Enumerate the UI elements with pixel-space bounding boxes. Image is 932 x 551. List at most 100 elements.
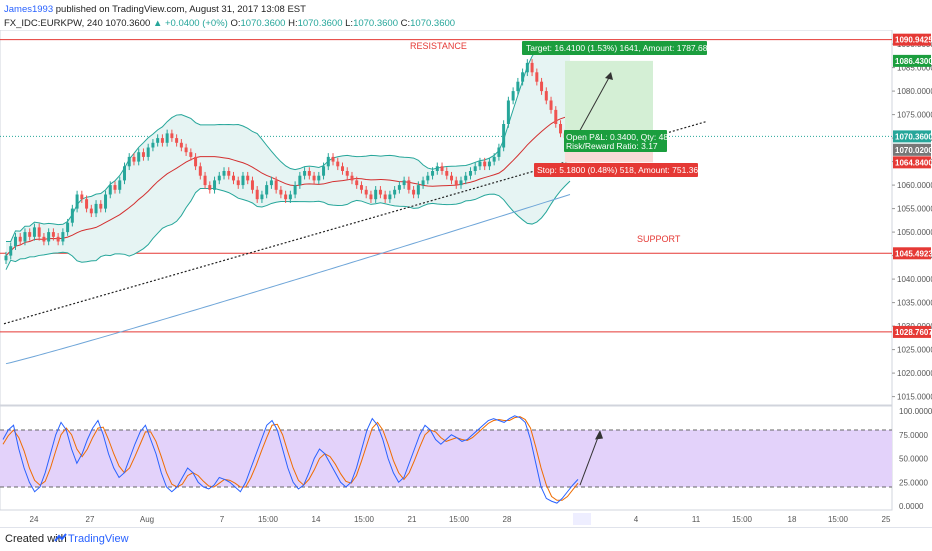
candle-body — [521, 72, 525, 82]
candle-body — [61, 232, 65, 242]
stop-box — [534, 163, 698, 177]
candle-body — [127, 156, 131, 167]
price-tick-label: 1040.0000 — [897, 275, 932, 284]
candle-body — [194, 156, 198, 167]
candle-body — [94, 203, 98, 214]
candle-body — [345, 171, 349, 176]
chart-canvas[interactable]: 1015.00001020.00001025.00001030.00001035… — [0, 30, 932, 527]
candle-body — [288, 194, 292, 200]
candle-body — [217, 175, 221, 181]
created-with-text: Created with — [5, 533, 67, 545]
candle-body — [393, 189, 397, 195]
candle-body — [165, 133, 169, 143]
candle-body — [341, 166, 345, 171]
stop-box-text: Stop: 5.1800 (0.48%) 518, Amount: 751.36 — [537, 165, 698, 175]
price-tick-label: 1075.0000 — [897, 111, 932, 120]
stop-price-tag: 1064.8400 — [895, 158, 932, 167]
symbol-name[interactable]: FX_IDC:EURKPW, 240 — [4, 18, 103, 29]
candle-body — [89, 208, 93, 214]
projection-arrow-head — [605, 72, 613, 80]
candle-body — [506, 100, 510, 124]
publish-text: published on TradingView.com, August 31,… — [55, 4, 306, 15]
close-value: 1070.3600 — [410, 18, 456, 29]
candle-body — [445, 171, 449, 176]
resistance-price-tag-bg — [893, 33, 931, 46]
target-box-text: Target: 16.4100 (1.53%) 1641, Amount: 17… — [526, 43, 708, 53]
candle-body — [426, 175, 430, 181]
candle-body — [350, 175, 354, 181]
candle-body — [4, 255, 8, 261]
candle-body — [440, 166, 444, 171]
time-tick-label: 15:00 — [828, 515, 849, 524]
time-tick-label: 11 — [692, 515, 701, 524]
time-tick-label: 15:00 — [732, 515, 753, 524]
candle-body — [435, 166, 439, 171]
time-cursor-bg — [573, 513, 591, 525]
candle-body — [255, 189, 259, 200]
lower-level-price-tag: 1028.7607 — [895, 328, 932, 337]
high-label: H: — [288, 18, 298, 29]
tradingview-logo-icon — [54, 533, 67, 542]
tradingview-brand[interactable]: TradingView — [68, 533, 129, 545]
bollinger-basis-line — [5, 115, 571, 256]
candle-body — [18, 236, 22, 242]
candle-body — [383, 194, 387, 200]
last-price: 1070.3600 — [105, 18, 151, 29]
price-tick-label: 1055.0000 — [897, 205, 932, 214]
candle-body — [37, 227, 41, 237]
risk-reward-text: Risk/Reward Ratio: 3.17 — [566, 141, 658, 151]
target-box — [522, 41, 707, 55]
author-link[interactable]: James1993 — [4, 4, 54, 15]
candle-body — [42, 236, 46, 242]
lower-level-price-tag-bg — [893, 325, 931, 338]
candle-body — [483, 161, 487, 167]
candle-body — [170, 133, 174, 139]
rsi-tick-label: 100.0000 — [899, 407, 932, 416]
candle-body — [85, 199, 89, 209]
bollinger-lower-band — [5, 180, 571, 270]
candle-body — [322, 166, 326, 176]
candle-body — [274, 180, 278, 190]
candle-body — [544, 91, 548, 101]
candle-body — [132, 156, 136, 162]
candle-body — [208, 185, 212, 190]
rsi-arrow-head — [595, 430, 603, 440]
candle-body — [359, 185, 363, 190]
time-tick-label: 25 — [882, 515, 891, 524]
candle-body — [265, 185, 269, 195]
candle-body — [222, 171, 226, 176]
resistance-label: RESISTANCE — [410, 41, 467, 51]
candle-body — [559, 124, 563, 134]
candle-body — [378, 189, 382, 195]
candle-body — [51, 232, 55, 237]
chart-header: James1993 published on TradingView.com, … — [0, 0, 932, 30]
candle-body — [141, 152, 145, 157]
candle-body — [104, 194, 108, 209]
candle-body — [231, 175, 235, 181]
open-label: O: — [230, 18, 241, 29]
time-tick-label: 15:00 — [258, 515, 279, 524]
candle-body — [203, 175, 207, 186]
rsi-tick-label: 25.0000 — [899, 478, 928, 487]
candle-body — [284, 194, 288, 200]
candle-body — [23, 232, 27, 242]
candle-body — [516, 81, 520, 92]
candle-body — [487, 161, 491, 167]
rsi-tick-label: 0.0000 — [899, 502, 924, 511]
candle-body — [189, 152, 193, 157]
price-tick-label: 1025.0000 — [897, 346, 932, 355]
candle-body — [227, 171, 231, 176]
open-value: 1070.3600 — [240, 18, 286, 29]
candle-body — [374, 189, 378, 200]
candle-body — [307, 171, 311, 176]
time-tick-label: 15:00 — [449, 515, 470, 524]
price-tick-label: 1085.0000 — [897, 64, 932, 73]
candle-body — [511, 91, 515, 101]
candle-body — [388, 194, 392, 200]
candle-body — [13, 236, 17, 247]
candle-body — [369, 194, 373, 200]
candle-body — [151, 142, 155, 148]
candle-body — [530, 62, 534, 73]
candle-body — [459, 180, 463, 186]
rsi-d-line — [2, 416, 579, 501]
